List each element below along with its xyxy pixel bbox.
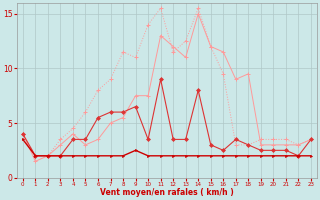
X-axis label: Vent moyen/en rafales ( km/h ): Vent moyen/en rafales ( km/h ) <box>100 188 234 197</box>
